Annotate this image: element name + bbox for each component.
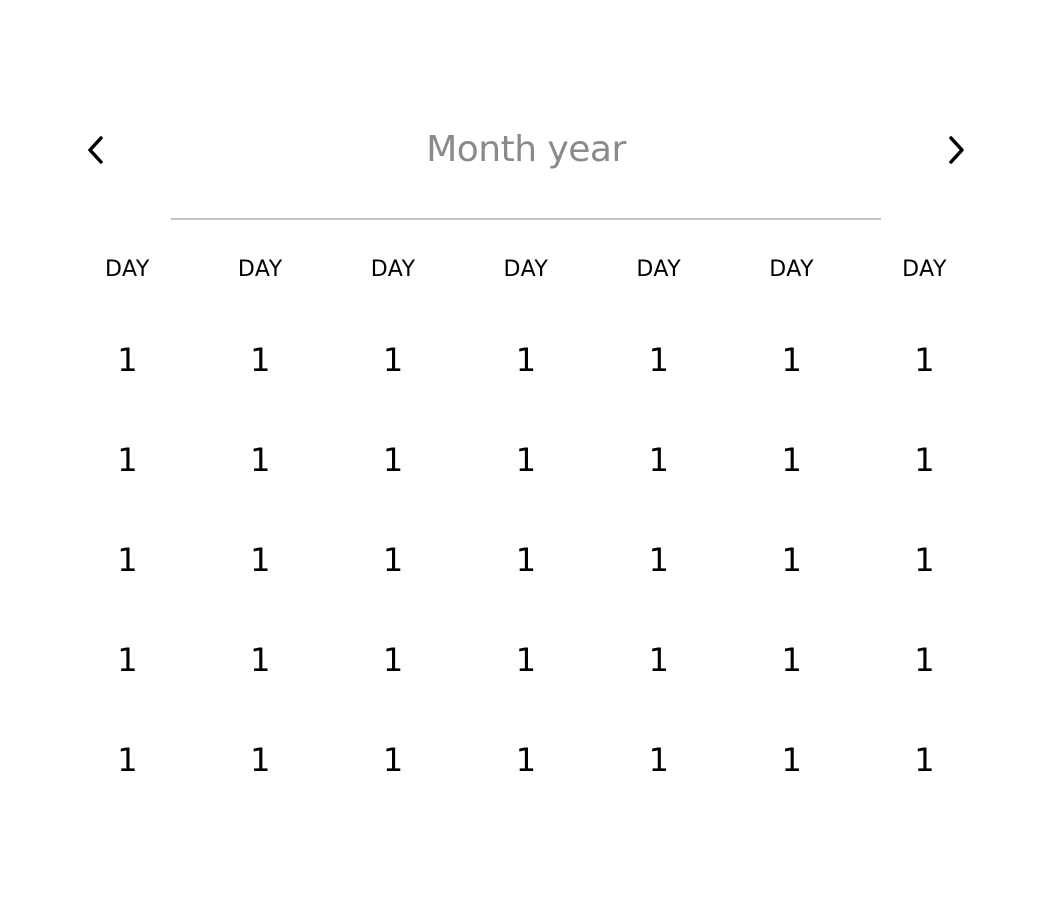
day-cell[interactable]: 1 (515, 341, 537, 379)
day-cell[interactable]: 1 (117, 741, 138, 779)
day-cell[interactable]: 1 (648, 741, 669, 779)
day-cell[interactable]: 1 (250, 441, 271, 479)
day-cell[interactable]: 1 (515, 641, 537, 679)
day-cell[interactable]: 1 (781, 341, 802, 379)
day-cell[interactable]: 1 (781, 741, 802, 779)
header-divider (171, 218, 881, 220)
day-cell[interactable]: 1 (914, 741, 935, 779)
day-cell[interactable]: 1 (515, 741, 537, 779)
day-cell[interactable]: 1 (914, 641, 935, 679)
day-cell[interactable]: 1 (117, 541, 138, 579)
day-cell[interactable]: 1 (382, 441, 404, 479)
day-cell[interactable]: 1 (382, 741, 404, 779)
previous-month-button[interactable] (78, 132, 114, 168)
day-cell[interactable]: 1 (515, 541, 537, 579)
day-cell[interactable]: 1 (382, 641, 404, 679)
weekday-label: DAY (769, 257, 815, 282)
day-cell[interactable]: 1 (117, 641, 138, 679)
day-cell[interactable]: 1 (781, 441, 802, 479)
day-cell[interactable]: 1 (648, 641, 669, 679)
day-grid: 1 1 1 1 1 1 1 1 1 1 1 1 1 1 1 1 1 1 1 1 … (61, 310, 991, 810)
day-cell[interactable]: 1 (250, 741, 271, 779)
weekday-label: DAY (237, 257, 283, 282)
weekday-label: DAY (636, 257, 682, 282)
day-cell[interactable]: 1 (914, 441, 935, 479)
weekday-label: DAY (902, 257, 947, 282)
chevron-right-icon (949, 136, 964, 164)
day-cell[interactable]: 1 (781, 541, 802, 579)
day-cell[interactable]: 1 (250, 341, 271, 379)
calendar-header: Month year (0, 118, 1052, 182)
day-cell[interactable]: 1 (250, 641, 271, 679)
weekday-label: DAY (370, 257, 416, 282)
day-cell[interactable]: 1 (914, 341, 935, 379)
weekday-label: DAY (105, 257, 150, 282)
day-cell[interactable]: 1 (382, 341, 404, 379)
weekday-label: DAY (503, 257, 549, 282)
day-cell[interactable]: 1 (648, 441, 669, 479)
day-cell[interactable]: 1 (648, 541, 669, 579)
day-cell[interactable]: 1 (117, 441, 138, 479)
day-cell[interactable]: 1 (648, 341, 669, 379)
month-year-title: Month year (426, 129, 626, 170)
day-cell[interactable]: 1 (382, 541, 404, 579)
day-cell[interactable]: 1 (781, 641, 802, 679)
day-cell[interactable]: 1 (117, 341, 138, 379)
next-month-button[interactable] (938, 132, 974, 168)
chevron-left-icon (88, 136, 103, 164)
weekday-header-row: DAY DAY DAY DAY DAY DAY DAY (61, 252, 991, 288)
day-cell[interactable]: 1 (515, 441, 537, 479)
day-cell[interactable]: 1 (914, 541, 935, 579)
day-cell[interactable]: 1 (250, 541, 271, 579)
